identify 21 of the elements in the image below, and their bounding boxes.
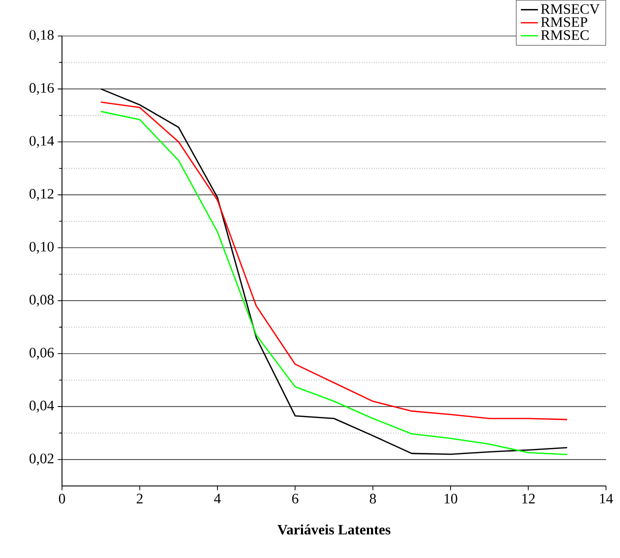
y-tick-label: 0,08 [30, 294, 54, 307]
x-tick-label: 4 [214, 494, 221, 504]
x-tick-label: 2 [136, 494, 143, 504]
x-axis-title: Variáveis Latentes [277, 524, 390, 535]
y-tick-label: 0,04 [30, 400, 54, 412]
legend-label: RMSECV [540, 4, 600, 14]
x-tick-label: 0 [58, 494, 66, 504]
x-tick-label: 12 [522, 494, 535, 504]
y-tick-label: 0,06 [30, 348, 54, 360]
x-tick-label: 14 [600, 494, 613, 504]
legend-label: RMSEC [540, 30, 589, 40]
y-tick-label: 0,16 [30, 83, 54, 95]
x-tick-label: 6 [292, 494, 298, 504]
x-tick-label: 10 [444, 494, 458, 504]
x-tick-label: 8 [370, 494, 376, 504]
legend-label: RMSEP [540, 17, 588, 27]
y-tick-label: 0,02 [30, 454, 54, 466]
y-tick-label: 0,10 [30, 242, 54, 254]
y-tick-label: 0,12 [30, 188, 54, 201]
y-tick-label: 0,14 [30, 136, 54, 148]
y-tick-label: 0,18 [30, 30, 54, 42]
